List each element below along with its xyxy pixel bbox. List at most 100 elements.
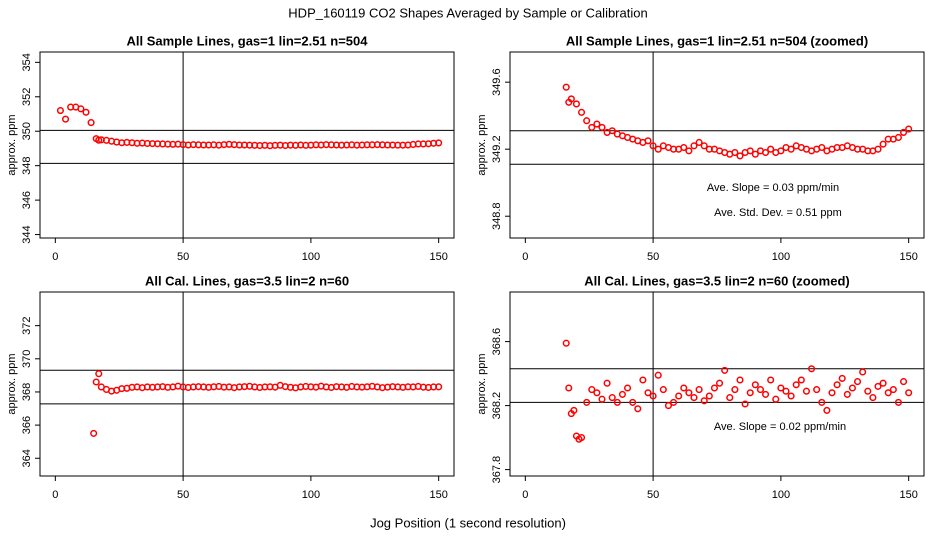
data-point xyxy=(802,387,810,395)
data-point xyxy=(567,95,575,103)
data-point xyxy=(659,386,667,394)
data-point xyxy=(629,398,637,406)
data-point xyxy=(87,119,95,127)
data-point xyxy=(900,378,908,386)
x-axis-label: Jog Position (1 second resolution) xyxy=(370,515,566,530)
data-point xyxy=(435,383,443,391)
panel-title: All Cal. Lines, gas=3.5 lin=2 n=60 xyxy=(145,273,349,288)
panel: All Cal. Lines, gas=3.5 lin=2 n=60 (zoom… xyxy=(476,273,925,501)
data-point xyxy=(583,398,591,406)
data-point xyxy=(797,376,805,384)
data-point xyxy=(670,398,678,406)
y-tick-label: 346 xyxy=(21,191,33,209)
x-tick-label: 50 xyxy=(177,489,189,501)
x-tick-label: 100 xyxy=(302,251,320,263)
data-point xyxy=(583,117,591,125)
data-point xyxy=(772,395,780,403)
data-point xyxy=(818,143,826,152)
data-point xyxy=(741,400,749,408)
x-tick-label: 150 xyxy=(899,251,917,263)
data-point xyxy=(736,152,744,160)
data-point xyxy=(848,384,856,392)
data-point xyxy=(695,386,703,394)
y-tick-label: 348.8 xyxy=(491,202,503,230)
plot-frame xyxy=(509,291,925,477)
panel: All Cal. Lines, gas=3.5 lin=2 n=60 approx… xyxy=(6,273,455,501)
plot-frame xyxy=(39,51,455,239)
data-point xyxy=(588,386,596,394)
data-point xyxy=(624,384,632,392)
data-point xyxy=(884,389,892,397)
data-point xyxy=(634,405,642,413)
y-axis-label: approx. ppm xyxy=(476,114,488,175)
x-tick-label: 100 xyxy=(302,489,320,501)
data-point xyxy=(593,120,601,128)
data-point xyxy=(751,150,759,158)
data-point xyxy=(62,115,70,123)
data-point xyxy=(613,398,621,406)
data-point xyxy=(777,147,785,155)
data-point xyxy=(562,83,570,91)
data-point xyxy=(905,125,913,133)
x-tick-label: 50 xyxy=(647,489,659,501)
y-tick-label: 364 xyxy=(21,449,33,467)
data-point xyxy=(731,386,739,394)
data-point xyxy=(603,379,611,387)
data-point xyxy=(56,107,64,115)
figure-title: HDP_160119 CO2 Shapes Averaged by Sample… xyxy=(288,5,647,20)
data-point xyxy=(570,406,578,414)
data-point xyxy=(879,140,887,148)
plot-frame xyxy=(39,291,455,477)
data-point xyxy=(756,386,764,394)
y-tick-label: 350 xyxy=(21,122,33,140)
data-point xyxy=(588,123,596,131)
data-point xyxy=(675,392,683,400)
y-tick-label: 349.2 xyxy=(491,135,503,163)
x-tick-label: 50 xyxy=(177,251,189,263)
data-point xyxy=(731,148,739,157)
data-point xyxy=(690,142,698,150)
y-tick-label: 366 xyxy=(21,416,33,434)
data-point xyxy=(690,394,698,402)
x-tick-label: 100 xyxy=(772,489,790,501)
annotation: Ave. Std. Dev. = 0.51 ppm xyxy=(714,207,842,219)
data-point xyxy=(900,128,908,136)
data-point xyxy=(859,368,867,376)
data-point xyxy=(695,138,703,147)
y-axis-label: approx. ppm xyxy=(476,353,488,414)
data-point xyxy=(700,397,708,405)
data-point xyxy=(767,145,775,153)
data-point xyxy=(710,384,718,392)
data-point xyxy=(792,381,800,389)
panel-title: All Sample Lines, gas=1 lin=2.51 n=504 (… xyxy=(566,33,868,48)
data-point xyxy=(751,381,759,389)
data-point xyxy=(593,389,601,397)
data-point xyxy=(823,406,831,414)
data-point xyxy=(639,376,647,384)
data-point xyxy=(435,139,443,147)
data-point xyxy=(578,434,586,442)
x-tick-label: 50 xyxy=(647,251,659,263)
data-point xyxy=(90,429,98,437)
data-point xyxy=(649,142,657,150)
x-tick-label: 0 xyxy=(522,489,528,501)
y-axis-label: approx. ppm xyxy=(6,114,18,175)
y-tick-label: 354 xyxy=(21,53,33,71)
data-point xyxy=(92,378,100,386)
data-point xyxy=(598,395,606,403)
panel-title: All Cal. Lines, gas=3.5 lin=2 n=60 (zoom… xyxy=(584,273,850,288)
data-point xyxy=(874,145,882,153)
data-point xyxy=(77,105,85,113)
data-point xyxy=(685,389,693,397)
data-point xyxy=(649,392,657,400)
data-point xyxy=(726,394,734,402)
y-tick-label: 367.8 xyxy=(491,456,503,484)
data-point xyxy=(685,147,693,155)
data-point xyxy=(746,147,754,155)
data-point xyxy=(598,123,606,131)
x-tick-label: 0 xyxy=(52,489,58,501)
data-point xyxy=(833,381,841,389)
x-tick-label: 0 xyxy=(52,251,58,263)
data-point xyxy=(879,379,887,387)
